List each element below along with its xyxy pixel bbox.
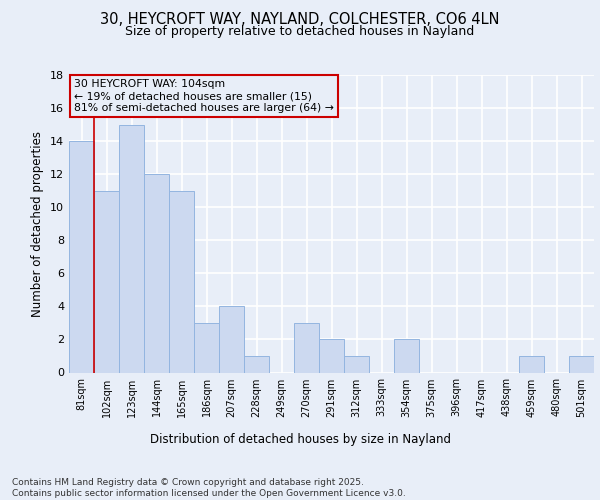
Bar bbox=[219, 306, 244, 372]
Bar bbox=[94, 190, 119, 372]
Bar bbox=[344, 356, 369, 372]
Bar bbox=[519, 356, 544, 372]
Y-axis label: Number of detached properties: Number of detached properties bbox=[31, 130, 44, 317]
Bar bbox=[69, 141, 94, 372]
Bar bbox=[294, 323, 319, 372]
Bar bbox=[244, 356, 269, 372]
Text: Contains HM Land Registry data © Crown copyright and database right 2025.
Contai: Contains HM Land Registry data © Crown c… bbox=[12, 478, 406, 498]
Text: 30, HEYCROFT WAY, NAYLAND, COLCHESTER, CO6 4LN: 30, HEYCROFT WAY, NAYLAND, COLCHESTER, C… bbox=[100, 12, 500, 28]
Text: Size of property relative to detached houses in Nayland: Size of property relative to detached ho… bbox=[125, 25, 475, 38]
Bar bbox=[144, 174, 169, 372]
Text: Distribution of detached houses by size in Nayland: Distribution of detached houses by size … bbox=[149, 432, 451, 446]
Bar bbox=[194, 323, 219, 372]
Bar bbox=[119, 124, 144, 372]
Bar bbox=[394, 340, 419, 372]
Bar bbox=[169, 190, 194, 372]
Text: 30 HEYCROFT WAY: 104sqm
← 19% of detached houses are smaller (15)
81% of semi-de: 30 HEYCROFT WAY: 104sqm ← 19% of detache… bbox=[74, 80, 334, 112]
Bar bbox=[569, 356, 594, 372]
Bar bbox=[319, 340, 344, 372]
